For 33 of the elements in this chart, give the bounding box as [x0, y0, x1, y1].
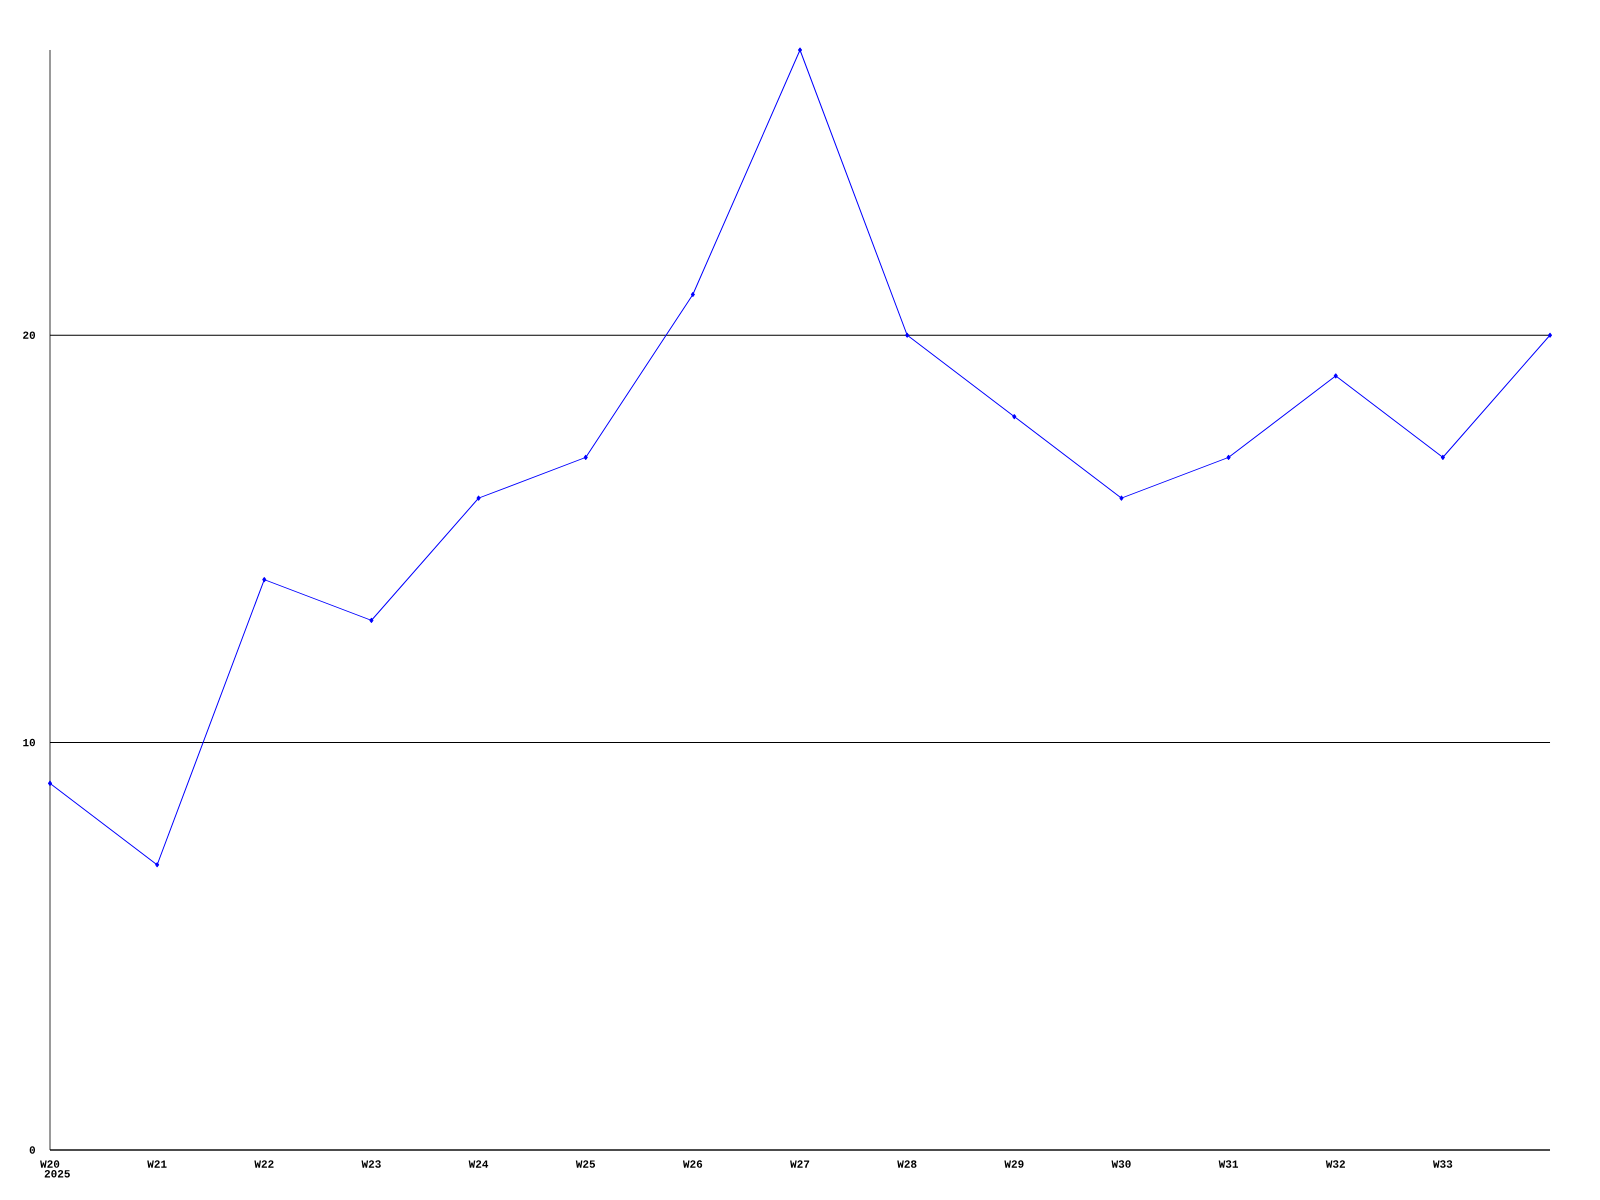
point — [798, 47, 803, 53]
x-tick-label: W21 — [147, 1160, 167, 1168]
x-tick-label: W25 — [575, 1160, 596, 1168]
point — [690, 291, 695, 297]
point — [1119, 495, 1124, 501]
y-tick-label: 0 — [29, 1146, 36, 1154]
x-tick-label: W28 — [897, 1160, 917, 1168]
x-tick-label: W22 — [254, 1160, 274, 1168]
y-tick-label: 10 — [23, 738, 36, 747]
x-tick-label: W30 — [1111, 1160, 1131, 1168]
point — [905, 332, 910, 338]
x-tick-label: W20 — [40, 1160, 60, 1168]
point — [1226, 454, 1231, 460]
x-tick-label: W31 — [1218, 1160, 1239, 1168]
x-tick-label: W29 — [1004, 1160, 1024, 1168]
point — [1440, 454, 1445, 460]
x-tick-label: W26 — [682, 1160, 703, 1168]
x-tick-label: W23 — [361, 1160, 381, 1168]
x-tick-label: W27 — [790, 1160, 810, 1168]
point — [48, 780, 52, 786]
point — [369, 617, 374, 623]
point — [476, 495, 481, 501]
point — [1333, 373, 1338, 379]
point — [262, 577, 267, 583]
text: 2025 — [44, 1170, 70, 1178]
point — [1548, 332, 1553, 338]
x-tick-label: W24 — [468, 1160, 489, 1168]
x-tick-label: W33 — [1432, 1160, 1453, 1168]
point — [155, 862, 160, 868]
point — [1012, 414, 1017, 420]
x-tick-label: W32 — [1325, 1160, 1345, 1168]
point — [583, 454, 588, 460]
y-tick-label: 20 — [23, 331, 36, 339]
